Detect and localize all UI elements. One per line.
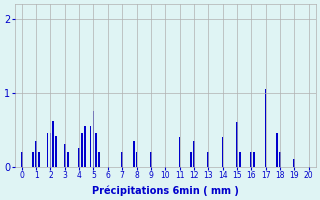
Bar: [150, 152, 152, 167]
Bar: [90, 126, 92, 167]
Bar: [279, 152, 281, 167]
Bar: [55, 136, 57, 167]
Bar: [67, 152, 68, 167]
Bar: [190, 152, 192, 167]
Bar: [38, 152, 40, 167]
Bar: [78, 148, 80, 167]
Bar: [239, 152, 241, 167]
Bar: [251, 152, 252, 167]
Bar: [98, 152, 100, 167]
Bar: [179, 137, 180, 167]
Bar: [207, 152, 209, 167]
Bar: [84, 126, 86, 167]
Bar: [52, 121, 54, 167]
Bar: [236, 122, 238, 167]
Bar: [136, 152, 137, 167]
X-axis label: Précipitations 6min ( mm ): Précipitations 6min ( mm ): [92, 185, 239, 196]
Bar: [133, 141, 134, 167]
Bar: [50, 133, 51, 167]
Bar: [253, 152, 255, 167]
Bar: [92, 111, 94, 167]
Bar: [47, 133, 48, 167]
Bar: [222, 137, 223, 167]
Bar: [193, 141, 195, 167]
Bar: [265, 89, 267, 167]
Bar: [32, 152, 34, 167]
Bar: [35, 141, 37, 167]
Bar: [121, 152, 123, 167]
Bar: [276, 133, 278, 167]
Bar: [81, 133, 83, 167]
Bar: [21, 152, 23, 167]
Bar: [95, 133, 97, 167]
Bar: [64, 144, 66, 167]
Bar: [293, 159, 295, 167]
